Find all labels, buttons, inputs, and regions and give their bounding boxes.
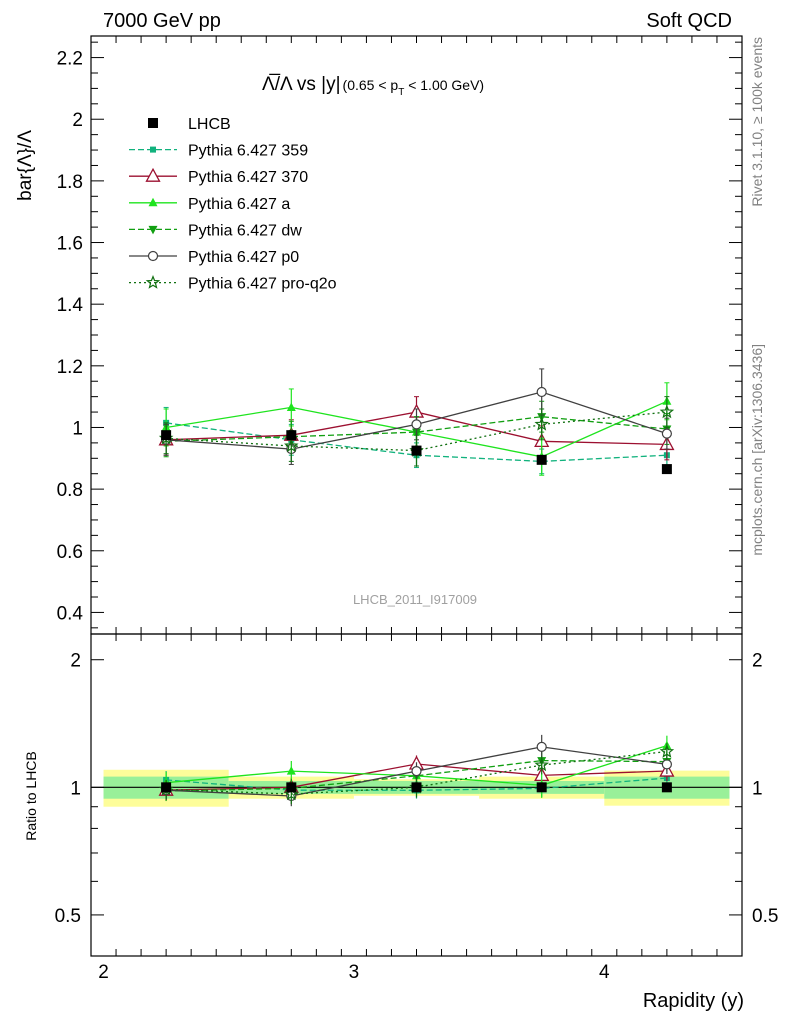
- data-point: [411, 419, 422, 430]
- legend-label: Pythia 6.427 359: [188, 143, 308, 160]
- legend-marker: [145, 274, 161, 289]
- axes: 0.4 0.6 0.8 1 1.2 1.4 1.6 1.8 2 2.2 2 3 4 0.5 0.5 1 1 2 2: [55, 35, 778, 983]
- legend-entry: Pythia 6.427 p0: [129, 249, 299, 266]
- ratio-data-point: [286, 782, 297, 793]
- legend-label: LHCB: [188, 116, 231, 133]
- ratio-tick-label: 2: [752, 651, 763, 672]
- y-tick-label: 0.6: [57, 542, 83, 563]
- data-point: [286, 430, 297, 441]
- y-axis-label: bar{Λ}/Λ: [15, 130, 36, 201]
- ratio-y-axis-label: Ratio to LHCB: [23, 751, 39, 840]
- y-tick-label: 1: [72, 418, 83, 439]
- data-point: [536, 386, 547, 398]
- ratio-series-line: [166, 759, 667, 792]
- title-cut-sub: T: [398, 87, 404, 98]
- y-tick-label: 0.8: [57, 480, 83, 501]
- x-tick-label: 3: [349, 962, 360, 983]
- legend: LHCB Pythia 6.427 359 Pythia 6.427 370 Pyth…: [129, 116, 337, 293]
- title-cut-prefix: (0.65 < p: [343, 77, 399, 93]
- y-tick-label: 1.4: [57, 295, 84, 316]
- legend-label: Pythia 6.427 dw: [188, 222, 302, 239]
- legend-marker: [148, 197, 158, 207]
- mcplots-label: mcplots.cern.ch [arXiv:1306.3436]: [749, 344, 765, 556]
- data-point: [534, 416, 549, 431]
- data-point: [284, 438, 299, 453]
- ratio-data-point: [411, 766, 422, 777]
- ratio-data-point: [534, 757, 549, 772]
- y-tick-label: 2.2: [57, 49, 83, 70]
- legend-entry: Pythia 6.427 359: [129, 143, 308, 160]
- y-tick-label: 1.2: [57, 357, 83, 378]
- ratio-data-point: [411, 782, 422, 793]
- ratio-tick-label: 1: [70, 778, 81, 799]
- data-point: [659, 404, 675, 419]
- data-point: [661, 428, 672, 439]
- data-point: [661, 464, 672, 475]
- chart-title: Λ̅/Λ vs |y| (0.65 < pT < 1.00 GeV): [262, 74, 484, 98]
- legend-marker: [150, 146, 156, 153]
- legend-entry: Pythia 6.427 pro-q2o: [129, 274, 337, 293]
- x-axis-label: Rapidity (y): [643, 990, 744, 1012]
- legend-entry: Pythia 6.427 dw: [129, 222, 302, 239]
- ratio-tick-label: 2: [70, 651, 81, 672]
- legend-marker: [148, 225, 158, 235]
- data-point: [286, 402, 296, 411]
- title-main: Λ̅/Λ vs |y|: [262, 74, 341, 95]
- ratio-data-point: [536, 782, 547, 793]
- ratio-data-point: [661, 759, 672, 770]
- legend-entry: Pythia 6.427 370: [129, 167, 308, 186]
- header-left: 7000 GeV pp: [103, 10, 221, 32]
- ratio-data-point: [661, 782, 672, 793]
- legend-label: Pythia 6.427 370: [188, 169, 308, 186]
- ratio-tick-label: 0.5: [55, 906, 81, 927]
- legend-label: Pythia 6.427 p0: [188, 249, 299, 266]
- ratio-tick-label: 0.5: [752, 906, 778, 927]
- data-point: [161, 430, 172, 441]
- y-tick-label: 2: [72, 110, 83, 131]
- ratio-data-point: [659, 744, 675, 758]
- ratio-tick-label: 1: [752, 778, 763, 799]
- legend-marker: [145, 167, 161, 182]
- ratio-data-point: [161, 782, 172, 793]
- title-cut-suffix: < 1.00 GeV): [404, 77, 484, 93]
- legend-label: Pythia 6.427 a: [188, 196, 290, 213]
- legend-entry: Pythia 6.427 a: [129, 196, 290, 213]
- data-point: [536, 454, 547, 465]
- series-layer: [158, 368, 675, 807]
- ratio-series-line: [166, 777, 667, 791]
- y-tick-label: 0.4: [57, 603, 84, 624]
- ratio-data-point: [536, 741, 547, 752]
- legend-marker: [147, 250, 159, 262]
- rivet-label: Rivet 3.1.10, ≥ 100k events: [749, 37, 765, 207]
- ratio-data-point: [286, 766, 296, 775]
- header-right: Soft QCD: [646, 10, 732, 32]
- y-tick-label: 1.6: [57, 234, 83, 255]
- legend-marker: [148, 118, 158, 128]
- series-lhcb: [161, 430, 672, 793]
- analysis-label: LHCB_2011_I917009: [353, 592, 477, 607]
- x-tick-label: 4: [599, 962, 610, 983]
- data-point: [411, 445, 422, 456]
- x-tick-label: 2: [98, 962, 109, 983]
- y-tick-label: 1.8: [57, 172, 83, 193]
- legend-label: Pythia 6.427 pro-q2o: [188, 276, 337, 293]
- series-pythia-6-427-p0: [161, 368, 672, 807]
- legend-entry: LHCB: [148, 116, 231, 133]
